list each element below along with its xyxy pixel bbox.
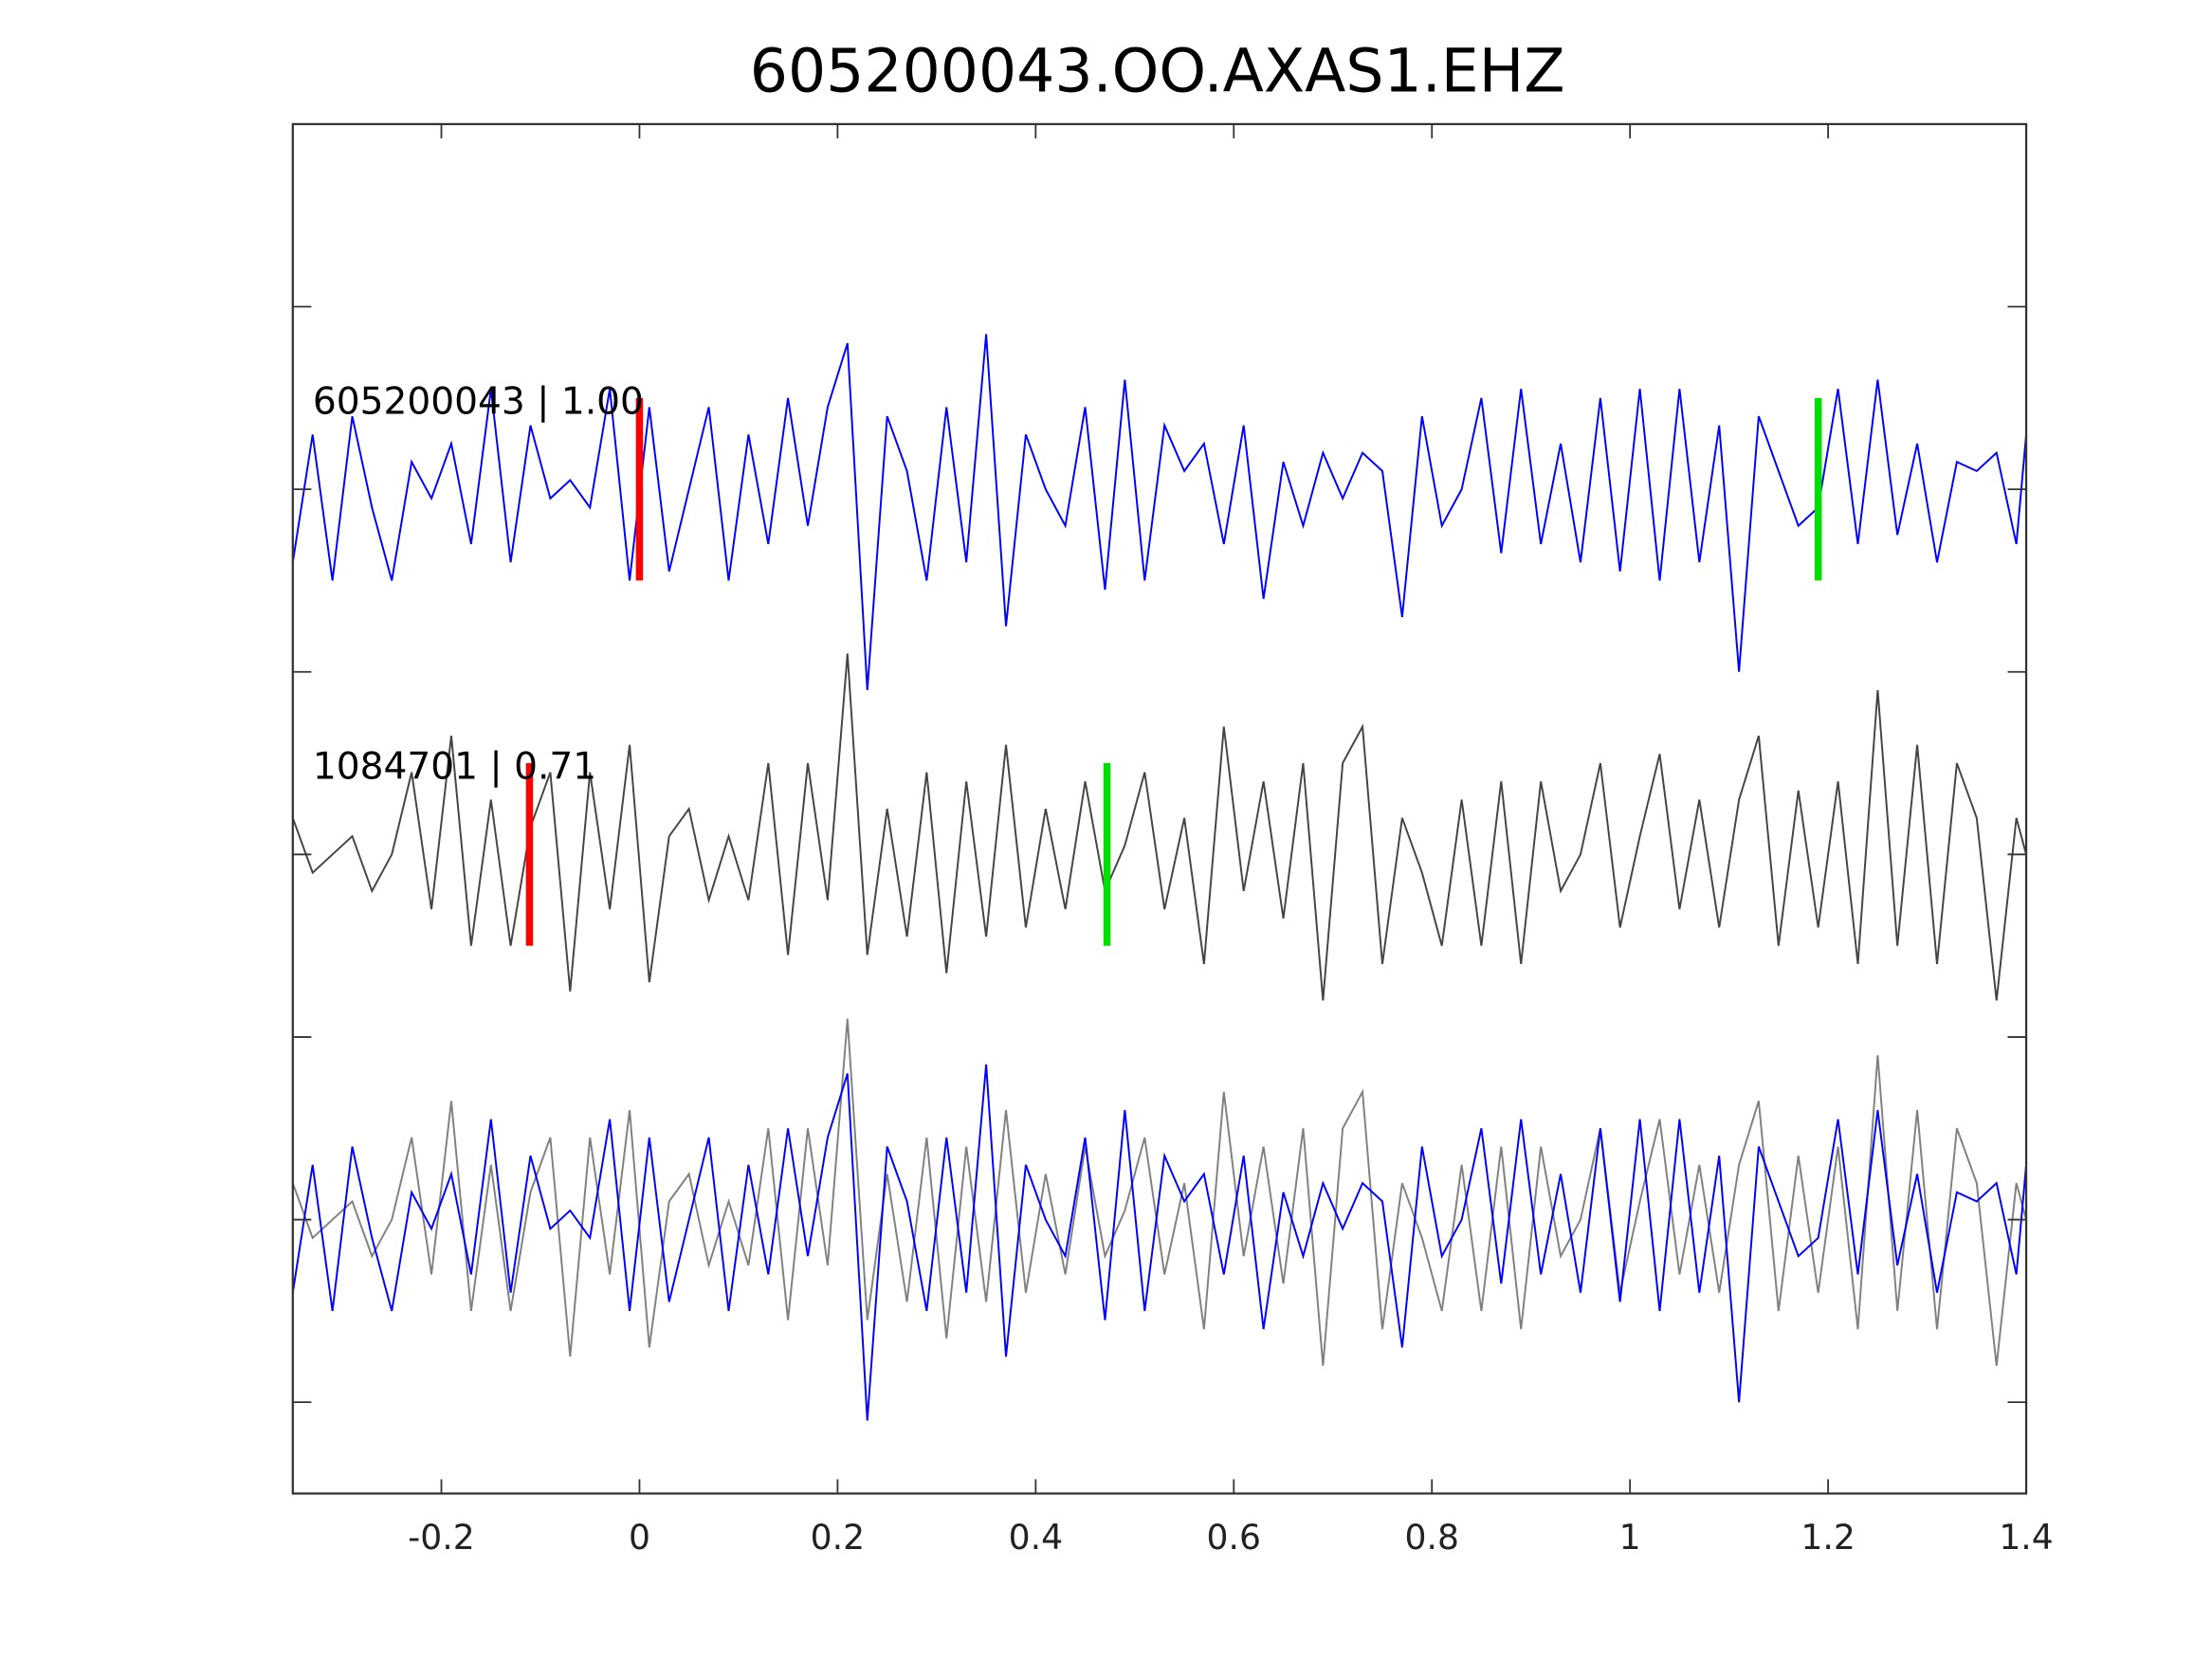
x-tick-label: 0.6: [1207, 1517, 1261, 1558]
x-tick-label: 0: [629, 1517, 650, 1558]
trace-label-2: 1084701 | 0.71: [313, 746, 596, 789]
plot-area: [291, 334, 2028, 1421]
x-tick-label: -0.2: [408, 1517, 474, 1558]
x-tick-label: 1: [1619, 1517, 1641, 1558]
y-axis: [292, 305, 2027, 1404]
x-tick-label: 1.2: [1801, 1517, 1855, 1558]
x-axis: -0.2 0 0.2 0.4 0.6 0.8 1 1.2 1.4: [408, 123, 2054, 1558]
trace-605200043: [291, 334, 2028, 691]
chart-title: 605200043.OO.AXAS1.EHZ: [750, 35, 1565, 105]
x-tick-label: 0.8: [1405, 1517, 1459, 1558]
x-tick-label: 0.4: [1009, 1517, 1063, 1558]
x-tick-label: 1.4: [1999, 1517, 2053, 1558]
x-tick-label: 0.2: [811, 1517, 865, 1558]
axes-frame: [291, 122, 2028, 1495]
overlay-trace-1084701: [291, 1018, 2027, 1366]
trace-1084701: [291, 653, 2027, 1001]
trace-label-1: 605200043 | 1.00: [313, 380, 644, 423]
overlay-trace-605200043: [291, 1064, 2028, 1421]
